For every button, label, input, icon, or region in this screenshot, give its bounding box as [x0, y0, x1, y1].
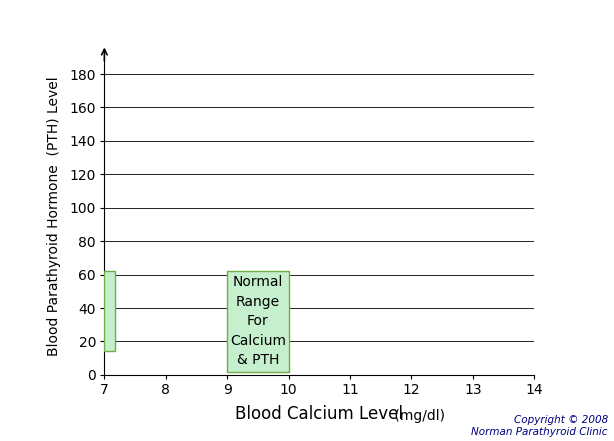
Text: Blood Calcium Level: Blood Calcium Level: [235, 405, 403, 423]
Bar: [104, 271, 115, 351]
Text: Normal
Range
For
Calcium
& PTH: Normal Range For Calcium & PTH: [230, 275, 286, 367]
Y-axis label: Blood Parathyroid Hormone  (PTH) Level: Blood Parathyroid Hormone (PTH) Level: [47, 76, 61, 356]
Text: Copyright © 2008
Norman Parathyroid Clinic: Copyright © 2008 Norman Parathyroid Clin…: [472, 415, 608, 437]
Text: (mg/dl): (mg/dl): [390, 409, 445, 423]
Bar: [227, 271, 289, 371]
